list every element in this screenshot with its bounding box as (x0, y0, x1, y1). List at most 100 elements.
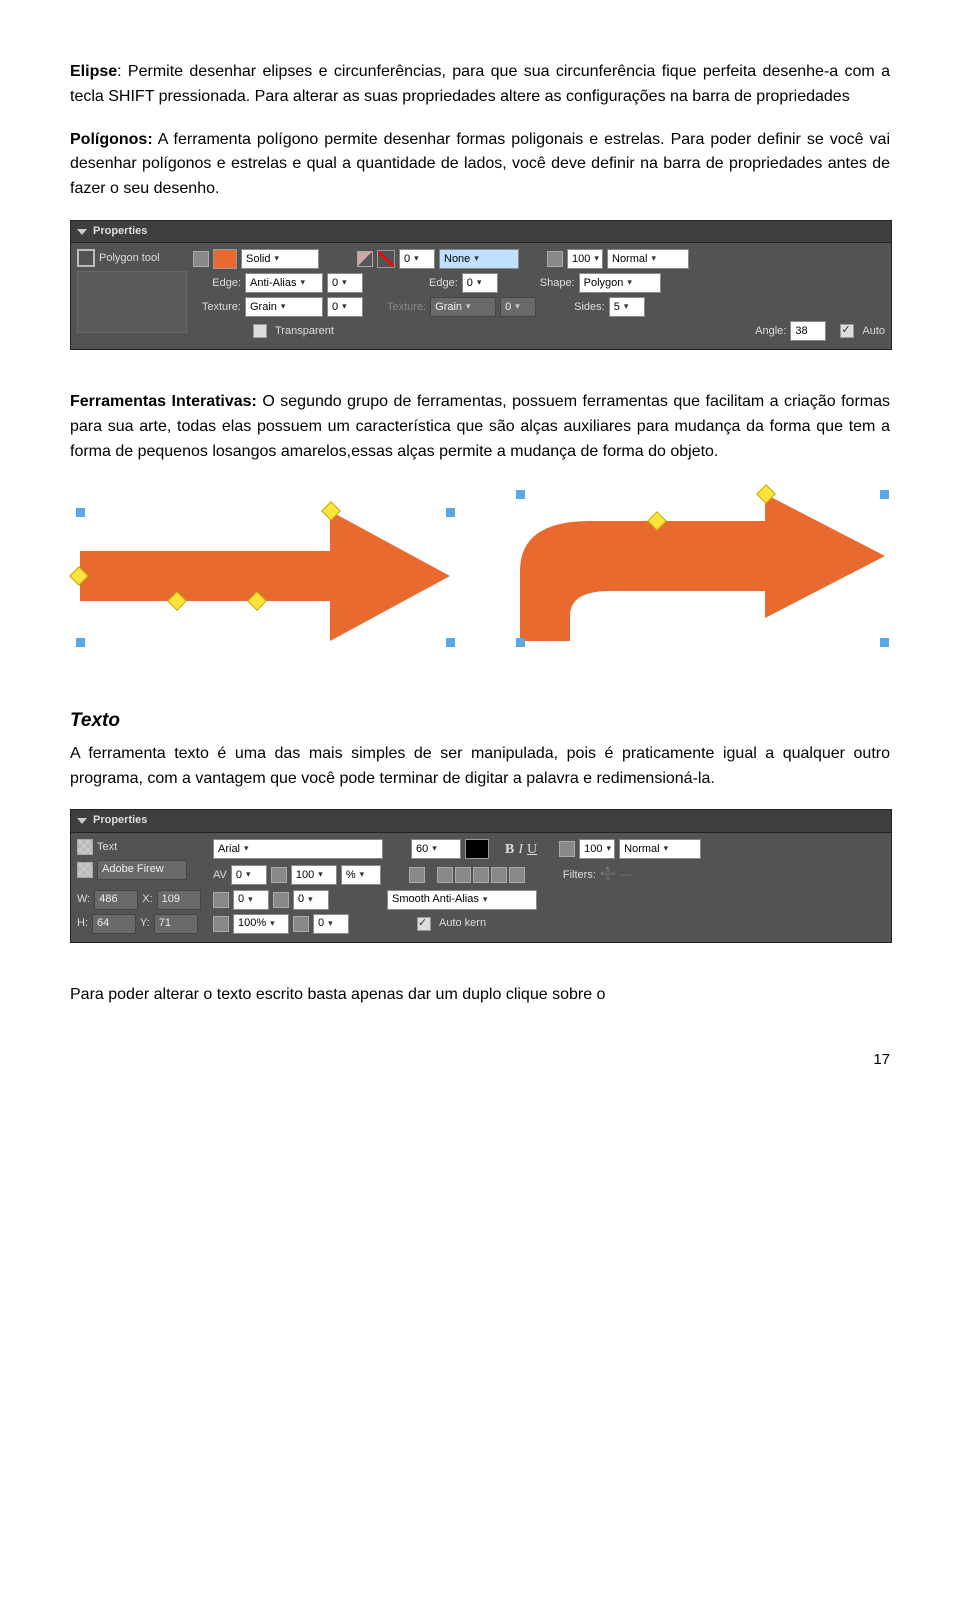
stroke-width[interactable]: 0 (399, 249, 435, 269)
arrows-illustration (70, 486, 890, 666)
no-stroke-icon[interactable] (377, 250, 395, 268)
panel-title[interactable]: Properties (71, 810, 891, 832)
text-color-swatch[interactable] (465, 839, 489, 859)
para-last: Para poder alterar o texto escrito basta… (70, 983, 890, 1008)
blend-dropdown[interactable]: Normal (607, 249, 689, 269)
term-elipse: Elipse (70, 63, 117, 80)
scale-field[interactable]: 100% (233, 914, 289, 934)
app-field: Adobe Firew (97, 860, 187, 880)
remove-filter-icon[interactable]: — (621, 867, 632, 884)
indent-icon (213, 892, 229, 908)
selection-handle[interactable] (516, 490, 525, 499)
texture-dropdown[interactable]: Grain (245, 297, 323, 317)
text-tool-swatch (77, 839, 93, 855)
selection-handle[interactable] (516, 638, 525, 647)
autokern-label: Auto kern (439, 915, 486, 932)
font-dropdown[interactable]: Arial (213, 839, 383, 859)
para-elipse: Elipse: Permite desenhar elipses e circu… (70, 60, 890, 110)
shape-dropdown[interactable]: Polygon (579, 273, 661, 293)
align-right-icon[interactable] (473, 867, 489, 883)
para-texto: A ferramenta texto é uma das mais simple… (70, 742, 890, 792)
shift-field[interactable]: 0 (313, 914, 349, 934)
h-field[interactable]: 64 (92, 914, 136, 934)
edge2-amount[interactable]: 0 (462, 273, 498, 293)
heading-texto: Texto (70, 706, 890, 735)
angle-field[interactable]: 38 (790, 321, 826, 341)
bold-button[interactable]: B (505, 839, 514, 861)
fill-swatch[interactable] (213, 249, 237, 269)
collapse-icon[interactable] (77, 229, 87, 235)
selection-handle[interactable] (880, 490, 889, 499)
tool-name: Text (97, 839, 117, 856)
x-field[interactable]: 109 (157, 890, 201, 910)
opacity-icon (547, 251, 563, 267)
auto-checkbox[interactable] (840, 324, 854, 338)
indent1[interactable]: 0 (233, 890, 269, 910)
para-interativas: Ferramentas Interativas: O segundo grupo… (70, 390, 890, 464)
panel-title-text: Properties (93, 223, 147, 240)
antialias-dropdown[interactable]: Smooth Anti-Alias (387, 890, 537, 910)
selection-handle[interactable] (446, 638, 455, 647)
av-label: AV (213, 867, 227, 884)
sides-field[interactable]: 5 (609, 297, 645, 317)
stroke-tip-dropdown[interactable]: None (439, 249, 519, 269)
term-poligonos: Polígonos: (70, 131, 153, 148)
sides-label: Sides: (574, 299, 605, 316)
y-label: Y: (140, 915, 150, 932)
underline-button[interactable]: U (527, 839, 537, 861)
edge-amount[interactable]: 0 (327, 273, 363, 293)
w-field[interactable]: 486 (94, 890, 138, 910)
opacity-field[interactable]: 100 (567, 249, 603, 269)
arrow-curved (500, 486, 890, 666)
paint-bucket-icon[interactable] (193, 251, 209, 267)
page-number: 17 (70, 1048, 890, 1071)
kerning-field[interactable]: 0 (231, 865, 267, 885)
arrow-straight-shape (70, 486, 460, 666)
auto-label: Auto (862, 323, 885, 340)
texture2-dropdown: Grain (430, 297, 496, 317)
transparent-checkbox[interactable] (253, 324, 267, 338)
blend-dropdown[interactable]: Normal (619, 839, 701, 859)
collapse-icon[interactable] (77, 818, 87, 824)
filters-label: Filters: (563, 867, 596, 884)
case-icon[interactable] (409, 867, 425, 883)
indent2[interactable]: 0 (293, 890, 329, 910)
align-center-icon[interactable] (455, 867, 471, 883)
opacity-field[interactable]: 100 (579, 839, 615, 859)
pencil-icon[interactable] (357, 251, 373, 267)
y-field[interactable]: 71 (154, 914, 198, 934)
text-elipse: : Permite desenhar elipses e circunferên… (70, 63, 890, 105)
para-poligonos: Polígonos: A ferramenta polígono permite… (70, 128, 890, 202)
add-filter-icon[interactable]: ➕ (600, 864, 617, 886)
texture2-amount: 0 (500, 297, 536, 317)
properties-panel-text: Properties Text Adobe Firew W: 486 X: 10… (70, 809, 892, 942)
fill-type-dropdown[interactable]: Solid (241, 249, 319, 269)
texture2-label: Texture: (387, 299, 426, 316)
align-justify-icon[interactable] (491, 867, 507, 883)
align-group (437, 867, 525, 883)
autokern-checkbox[interactable] (417, 917, 431, 931)
leading-icon (271, 867, 287, 883)
tool-name: Polygon tool (99, 250, 160, 267)
shape-label: Shape: (540, 275, 575, 292)
indent2-icon (273, 892, 289, 908)
panel-title[interactable]: Properties (71, 221, 891, 243)
selection-handle[interactable] (76, 508, 85, 517)
italic-button[interactable]: I (518, 839, 523, 861)
align-stretch-icon[interactable] (509, 867, 525, 883)
selection-handle[interactable] (880, 638, 889, 647)
properties-panel-polygon: Properties Polygon tool Solid 0 None 10 (70, 220, 892, 350)
unit-dropdown[interactable]: % (341, 865, 381, 885)
leading-field[interactable]: 100 (291, 865, 337, 885)
selection-handle[interactable] (446, 508, 455, 517)
edge2-label: Edge: (429, 275, 458, 292)
shift-icon (293, 916, 309, 932)
w-label: W: (77, 891, 90, 908)
align-left-icon[interactable] (437, 867, 453, 883)
texture-amount[interactable]: 0 (327, 297, 363, 317)
scale-icon (213, 916, 229, 932)
font-size[interactable]: 60 (411, 839, 461, 859)
edge-dropdown[interactable]: Anti-Alias (245, 273, 323, 293)
selection-handle[interactable] (76, 638, 85, 647)
arrow-curved-shape (500, 486, 890, 666)
